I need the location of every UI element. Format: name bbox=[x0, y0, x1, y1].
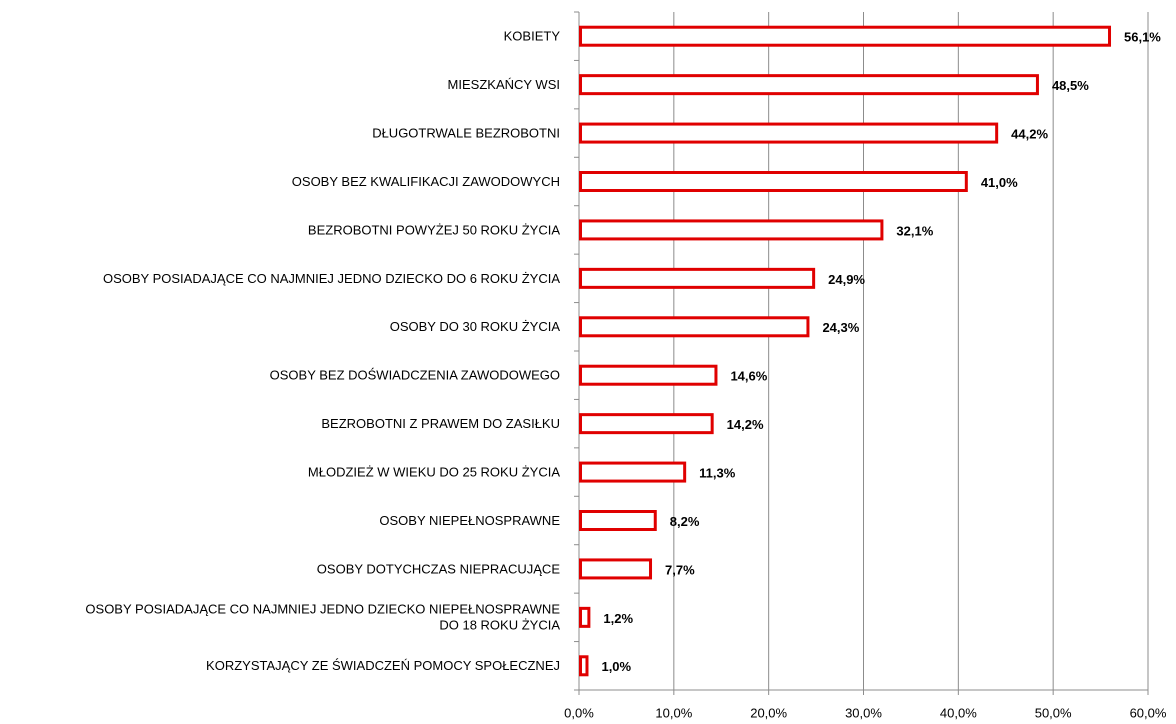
bar bbox=[579, 316, 810, 338]
value-label: 41,0% bbox=[981, 175, 1018, 190]
value-label: 48,5% bbox=[1052, 78, 1089, 93]
value-label: 14,6% bbox=[730, 369, 767, 384]
y-tick-label: OSOBY DOTYCHCZAS NIEPRACUJĄCE bbox=[317, 561, 561, 576]
bar bbox=[579, 558, 653, 580]
y-tick-label: OSOBY DO 30 ROKU ŻYCIA bbox=[390, 319, 561, 334]
bar bbox=[579, 122, 999, 144]
y-tick-label: MŁODZIEŻ W WIEKU DO 25 ROKU ŻYCIA bbox=[308, 465, 560, 480]
y-tick-label: DŁUGOTRWALE BEZROBOTNI bbox=[372, 126, 560, 141]
y-tick-label: OSOBY NIEPEŁNOSPRAWNE bbox=[379, 513, 560, 528]
bar bbox=[579, 413, 714, 435]
y-tick-label: OSOBY BEZ KWALIFIKACJI ZAWODOWYCH bbox=[292, 174, 560, 189]
y-tick-label: OSOBY POSIADAJĄCE CO NAJMNIEJ JEDNO DZIE… bbox=[85, 602, 560, 633]
value-label: 24,9% bbox=[828, 272, 865, 287]
value-label: 14,2% bbox=[727, 417, 764, 432]
y-tick-label: BEZROBOTNI Z PRAWEM DO ZASIŁKU bbox=[321, 416, 560, 431]
y-tick-label: BEZROBOTNI POWYŻEJ 50 ROKU ŻYCIA bbox=[308, 222, 560, 237]
bar bbox=[579, 606, 591, 628]
value-label: 11,3% bbox=[699, 466, 736, 481]
y-tick-label: OSOBY POSIADAJĄCE CO NAJMNIEJ JEDNO DZIE… bbox=[103, 271, 560, 286]
value-label: 1,0% bbox=[601, 659, 631, 674]
bar bbox=[579, 171, 968, 192]
value-label: 24,3% bbox=[822, 320, 859, 335]
x-tick-label: 30,0% bbox=[845, 705, 882, 720]
bar bbox=[579, 364, 718, 386]
x-tick-label: 50,0% bbox=[1035, 705, 1072, 720]
value-label: 8,2% bbox=[670, 514, 700, 529]
x-tick-label: 10,0% bbox=[655, 705, 692, 720]
bar bbox=[579, 74, 1039, 96]
y-tick-label: MIESZKAŃCY WSI bbox=[448, 77, 560, 92]
value-label: 7,7% bbox=[665, 562, 695, 577]
bar bbox=[579, 25, 1112, 47]
x-tick-label: 60,0% bbox=[1130, 705, 1167, 720]
bar bbox=[579, 655, 589, 677]
value-label: 44,2% bbox=[1011, 127, 1048, 142]
x-tick-label: 20,0% bbox=[750, 705, 787, 720]
y-tick-label: KOBIETY bbox=[504, 29, 561, 44]
bar bbox=[579, 461, 687, 483]
y-tick-label: KORZYSTAJĄCY ZE ŚWIADCZEŃ POMOCY SPOŁECZ… bbox=[206, 658, 560, 673]
bar bbox=[579, 267, 816, 289]
value-label: 1,2% bbox=[603, 611, 633, 626]
x-tick-label: 0,0% bbox=[564, 705, 594, 720]
bar bbox=[579, 219, 884, 241]
value-label: 32,1% bbox=[896, 223, 933, 238]
value-label: 56,1% bbox=[1124, 30, 1161, 45]
bar bbox=[579, 510, 657, 531]
x-tick-label: 40,0% bbox=[940, 705, 977, 720]
y-tick-label: OSOBY BEZ DOŚWIADCZENIA ZAWODOWEGO bbox=[270, 368, 560, 383]
